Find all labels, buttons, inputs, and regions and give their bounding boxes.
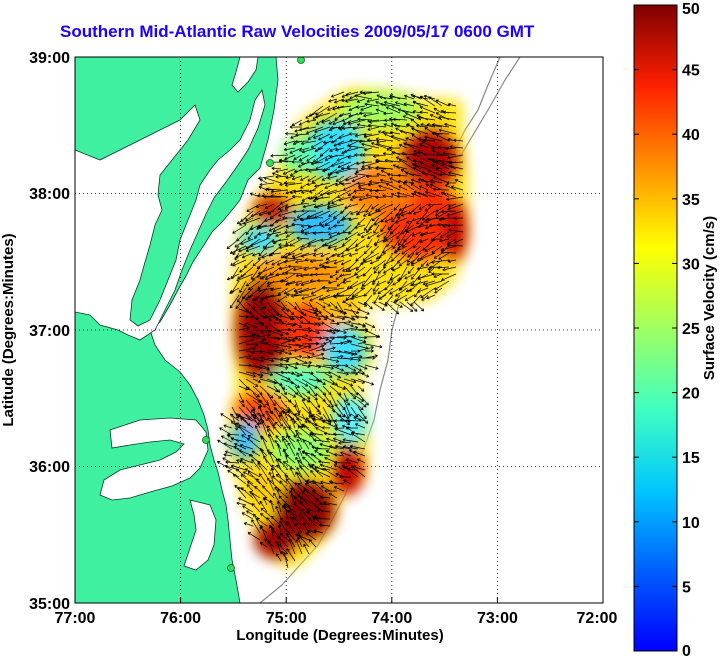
sound-water [99,417,209,501]
x-tick-label: 76:00 [160,610,201,627]
y-tick-label: 37:00 [29,323,70,340]
x-axis-label: Longitude (Degrees:Minutes) [236,627,444,644]
x-ticks [74,597,604,603]
sound-water-2 [183,499,217,571]
x-tick-label: 74:00 [371,610,412,627]
colorbar-tick-label: 15 [682,450,700,467]
colorbar-ticks [634,4,677,652]
colorbar-tick-label: 5 [682,579,691,596]
plot-frame [74,56,604,604]
x-tick-label: 73:00 [477,610,518,627]
colorbar-tick-label: 0 [682,643,691,659]
colorbar-tick-label: 50 [682,1,700,18]
station-marker [202,436,210,444]
grid [75,57,603,603]
colorbar-tick-label: 25 [682,321,700,338]
colorbar-label: Surface Velocity (cm/s) [701,216,718,380]
x-tick-label: 72:00 [577,610,618,627]
colorbar [633,4,678,652]
colorbar-tick-label: 10 [682,515,700,532]
plot-title: Southern Mid-Atlantic Raw Velocities 200… [60,22,535,41]
colorbar-tick-label: 45 [682,63,700,80]
colorbar-tick-label: 20 [682,386,700,403]
colorbar-tick-label: 40 [682,127,700,144]
y-tick-label: 38:00 [29,186,70,203]
station-marker [227,564,235,572]
x-tick-label: 75:00 [266,610,307,627]
y-tick-label: 35:00 [29,596,70,613]
velocity-vectors [216,90,464,569]
station-markers [202,57,305,572]
station-marker [266,159,274,167]
chesapeake-bay [75,89,266,341]
y-tick-label: 39:00 [29,50,70,67]
colorbar-tick-label: 30 [682,256,700,273]
colorbar-tick-label: 35 [682,192,700,209]
vector-arrows [216,90,464,569]
y-tick-label: 36:00 [29,459,70,476]
y-axis-label: Latitude (Degrees:Minutes) [0,233,17,426]
upper-bay [231,57,259,93]
x-tick-label: 77:00 [55,610,96,627]
station-marker [297,57,305,64]
